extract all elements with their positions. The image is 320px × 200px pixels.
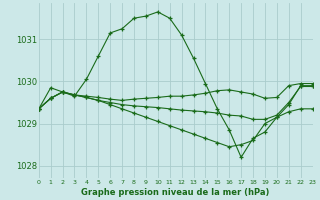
X-axis label: Graphe pression niveau de la mer (hPa): Graphe pression niveau de la mer (hPa) (82, 188, 270, 197)
